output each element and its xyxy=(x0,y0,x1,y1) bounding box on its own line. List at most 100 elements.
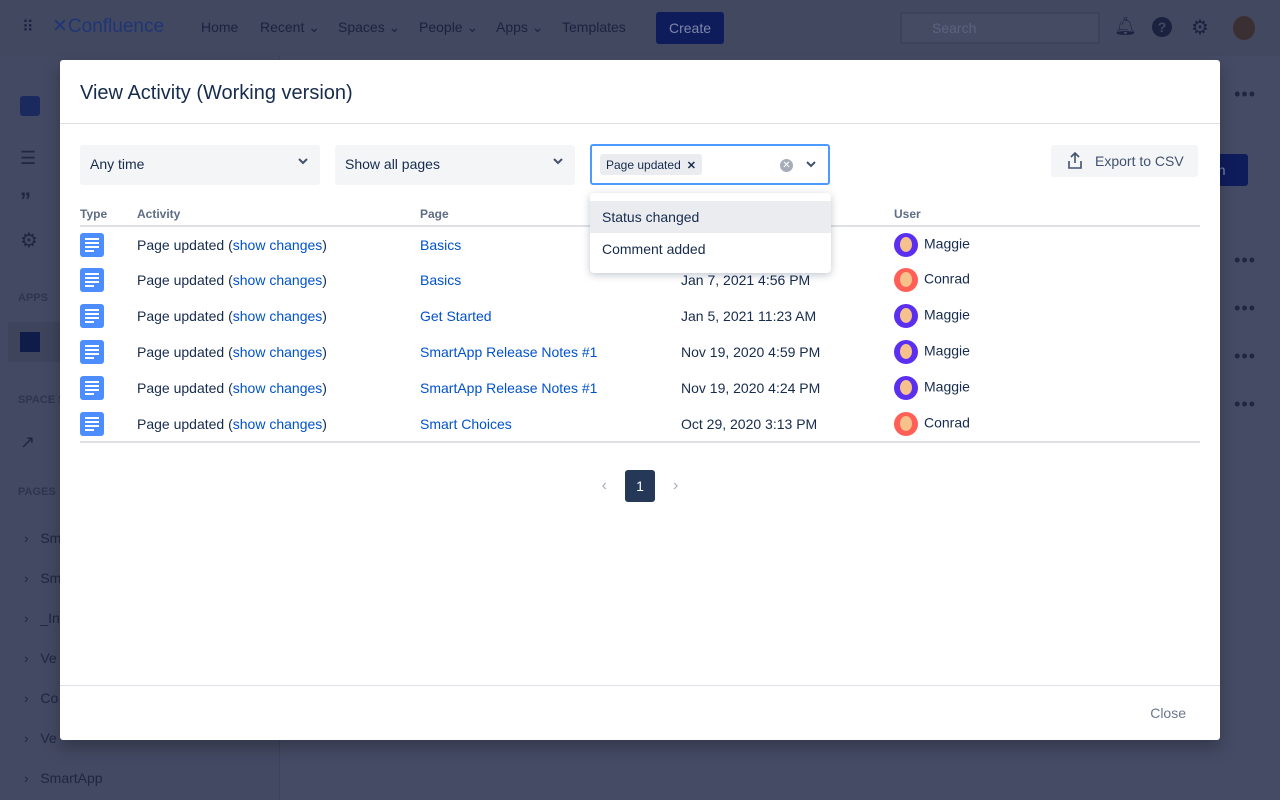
show-changes-link[interactable]: show changes xyxy=(232,344,323,360)
date-cell: Nov 19, 2020 4:24 PM xyxy=(681,380,821,396)
more-icon[interactable]: ••• xyxy=(1234,394,1256,414)
pages-filter-select[interactable]: Show all pages xyxy=(335,145,575,185)
show-changes-link[interactable]: show changes xyxy=(232,380,323,396)
page-link[interactable]: Basics xyxy=(420,236,462,253)
section-label: APPS xyxy=(18,292,48,304)
page-link[interactable]: Basics xyxy=(420,272,462,288)
confluence-logo[interactable]: ✕Confluence xyxy=(52,16,165,37)
table-row: Page updated (show changes) Get Started … xyxy=(80,298,1200,334)
external-link-icon[interactable]: ↗ xyxy=(20,432,36,452)
page-link[interactable]: Smart Choices xyxy=(420,415,512,432)
type-cell xyxy=(80,298,137,334)
section-label: PAGES xyxy=(18,486,56,498)
document-icon xyxy=(80,232,104,257)
chevron-down-icon xyxy=(298,158,308,165)
dialog-title: View Activity (Working version) xyxy=(60,60,1220,124)
selected-tag: Page updated ✕ xyxy=(600,154,702,175)
show-changes-link[interactable]: show changes xyxy=(232,272,323,288)
page-cell: Basics xyxy=(420,262,681,298)
page-1-button[interactable]: 1 xyxy=(625,470,655,502)
search-input[interactable]: Search xyxy=(900,12,1100,44)
more-icon[interactable]: ••• xyxy=(1234,298,1256,318)
chevron-down-icon xyxy=(553,158,563,165)
type-cell xyxy=(80,226,137,262)
app-icon xyxy=(20,332,40,352)
table-row: Page updated (show changes) SmartApp Rel… xyxy=(80,334,1200,370)
user-cell: Maggie xyxy=(894,370,1200,406)
close-button[interactable]: Close xyxy=(1150,705,1186,721)
view-activity-dialog: View Activity (Working version) Any time… xyxy=(60,60,1220,740)
previous-page-icon[interactable]: ‹ xyxy=(601,477,607,494)
option-status-changed[interactable]: Status changed xyxy=(590,201,831,233)
more-icon[interactable]: ••• xyxy=(1234,84,1256,104)
export-csv-button[interactable]: Export to CSV xyxy=(1051,145,1198,177)
nav-templates[interactable]: Templates xyxy=(562,19,626,35)
pagination: ‹ 1 › xyxy=(60,470,1220,502)
activity-cell: Page updated (show changes) xyxy=(137,308,327,324)
user-cell: Maggie xyxy=(894,334,1200,370)
clear-icon[interactable]: ✕ xyxy=(780,159,793,172)
activity-cell: Page updated (show changes) xyxy=(137,272,327,288)
activity-type-multiselect[interactable]: Page updated ✕ ✕ xyxy=(590,144,830,185)
page-tree-item[interactable]: › Co xyxy=(24,690,59,706)
settings-icon[interactable]: ⚙ xyxy=(1191,17,1209,39)
profile-avatar[interactable] xyxy=(1233,16,1255,40)
help-icon[interactable]: ? xyxy=(1152,17,1172,37)
show-changes-link[interactable]: show changes xyxy=(232,236,323,253)
page-tree-item[interactable]: › _In xyxy=(24,610,60,626)
app-switcher-icon[interactable]: ⠿ xyxy=(22,19,34,36)
column-header-user: User xyxy=(894,202,1200,227)
document-icon xyxy=(80,268,104,292)
avatar xyxy=(894,232,918,257)
quote-icon[interactable]: ” xyxy=(20,188,31,213)
more-icon[interactable]: ••• xyxy=(1234,346,1256,366)
page-link[interactable]: Get Started xyxy=(420,308,492,324)
show-changes-link[interactable]: show changes xyxy=(232,308,323,324)
settings-icon[interactable]: ⚙ xyxy=(20,230,38,252)
dialog-footer: Close xyxy=(60,685,1220,740)
avatar xyxy=(894,340,918,364)
show-changes-link[interactable]: show changes xyxy=(232,415,323,432)
date-cell: Nov 19, 2020 4:59 PM xyxy=(681,344,821,360)
type-cell xyxy=(80,370,137,406)
activity-cell: Page updated (show changes) xyxy=(137,236,327,253)
activity-table: Type Activity Page User Page updated (sh… xyxy=(80,202,1200,443)
table-row: Page updated (show changes) Basics Maggi… xyxy=(80,226,1200,262)
document-icon xyxy=(80,304,104,328)
column-header-activity: Activity xyxy=(137,202,420,227)
avatar xyxy=(894,376,918,400)
avatar xyxy=(894,304,918,328)
nav-recent[interactable]: Recent ⌄ xyxy=(260,19,320,35)
document-icon xyxy=(80,376,104,400)
type-cell xyxy=(80,406,137,443)
type-cell xyxy=(80,334,137,370)
space-icon[interactable] xyxy=(20,96,40,116)
avatar xyxy=(894,268,918,292)
date-cell: Jan 5, 2021 11:23 AM xyxy=(681,308,817,324)
notifications-icon[interactable]: 🔔︎ xyxy=(1114,16,1137,36)
page-tree-item[interactable]: › Sm xyxy=(24,530,62,546)
page-tree-item[interactable]: › SmartApp xyxy=(24,770,103,786)
page-link[interactable]: SmartApp Release Notes #1 xyxy=(420,344,598,360)
page-link[interactable]: SmartApp Release Notes #1 xyxy=(420,380,598,396)
top-nav: ⠿ ✕Confluence Home Recent ⌄ Spaces ⌄ Peo… xyxy=(0,0,1280,56)
type-cell xyxy=(80,262,137,298)
remove-tag-icon[interactable]: ✕ xyxy=(686,160,696,172)
page-tree-item[interactable]: › Sm xyxy=(24,570,62,586)
create-button[interactable]: Create xyxy=(656,12,724,44)
list-icon[interactable]: ☰ xyxy=(20,148,37,168)
time-filter-select[interactable]: Any time xyxy=(80,145,320,185)
more-icon[interactable]: ••• xyxy=(1234,250,1256,270)
option-comment-added[interactable]: Comment added xyxy=(602,241,706,257)
nav-people[interactable]: People ⌄ xyxy=(419,19,479,35)
page-cell: Smart Choices xyxy=(420,406,681,443)
page-cell: SmartApp Release Notes #1 xyxy=(420,334,681,370)
nav-spaces[interactable]: Spaces ⌄ xyxy=(338,19,401,35)
document-icon xyxy=(80,340,104,364)
page-tree-item[interactable]: › Ve xyxy=(24,650,57,666)
next-page-icon[interactable]: › xyxy=(673,477,679,494)
nav-apps[interactable]: Apps ⌄ xyxy=(496,19,544,35)
nav-home[interactable]: Home xyxy=(201,19,239,35)
chevron-down-icon[interactable] xyxy=(806,159,816,169)
page-tree-item[interactable]: › Ve xyxy=(24,730,57,746)
